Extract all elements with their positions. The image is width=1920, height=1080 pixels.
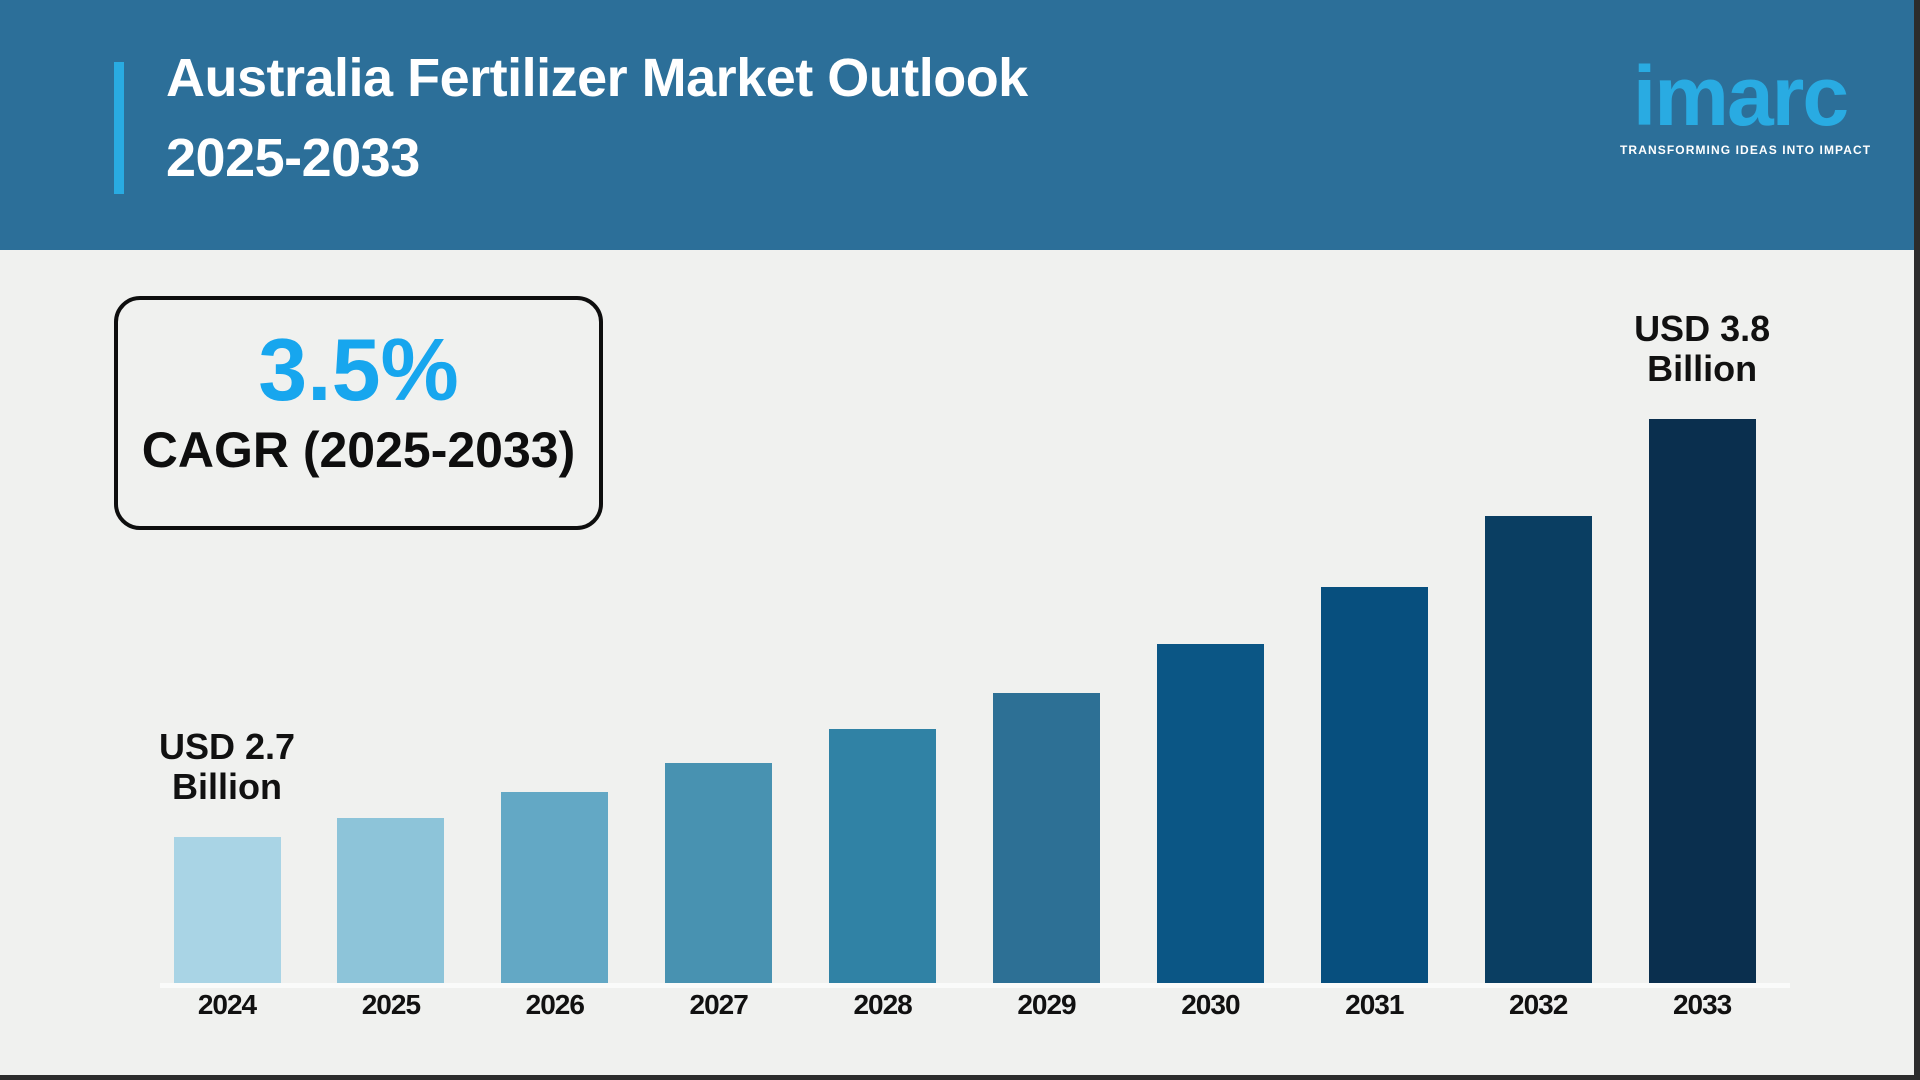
bar-2032: [1484, 516, 1592, 983]
bar-2031: [1320, 587, 1428, 983]
cagr-value: 3.5%: [258, 320, 459, 419]
cagr-label: CAGR (2025-2033): [141, 422, 576, 478]
bar-2029: [993, 693, 1100, 983]
imarc-logo-tagline: TRANSFORMING IDEAS INTO IMPACT: [1620, 143, 1872, 157]
bar-2030: [1156, 644, 1264, 983]
window-edge-right: [1914, 0, 1920, 1080]
cagr-card: 3.5% CAGR (2025-2033): [114, 296, 603, 530]
x-tick-label-2032: 2032: [1509, 989, 1568, 1020]
title-accent-bar: [114, 62, 124, 194]
x-tick-label-2027: 2027: [689, 989, 749, 1020]
value-label-2033: USD 3.8 Billion: [1634, 308, 1771, 389]
imarc-logo: imarc TRANSFORMING IDEAS INTO IMPACT: [1620, 49, 1872, 157]
header-banner: Australia Fertilizer Market Outlook 2025…: [0, 0, 1920, 250]
imarc-logo-wordmark: imarc: [1632, 49, 1849, 143]
x-tick-label-2031: 2031: [1345, 989, 1404, 1020]
page-title: Australia Fertilizer Market Outlook 2025…: [166, 38, 1028, 198]
x-tick-label-2026: 2026: [525, 989, 585, 1020]
x-tick-label-2033: 2033: [1672, 989, 1732, 1020]
x-tick-label-2024: 2024: [197, 989, 257, 1020]
value-label-2024: USD 2.7 Billion: [158, 726, 296, 807]
x-tick-label-2025: 2025: [361, 989, 421, 1020]
bar-2033: [1648, 419, 1756, 983]
window-edge-bottom: [0, 1075, 1920, 1080]
bar-2028: [829, 729, 937, 983]
bar-2025: [337, 818, 445, 983]
x-tick-label-2029: 2029: [1017, 989, 1076, 1020]
bar-2027: [665, 763, 773, 983]
x-tick-label-2030: 2030: [1181, 989, 1240, 1020]
bar-2026: [501, 792, 609, 983]
x-tick-label-2028: 2028: [853, 989, 912, 1020]
x-axis-line: [160, 983, 1790, 988]
bar-2024: [173, 837, 281, 983]
page-title-line-1: Australia Fertilizer Market Outlook: [166, 48, 1028, 108]
page-title-line-2: 2025-2033: [166, 128, 420, 188]
